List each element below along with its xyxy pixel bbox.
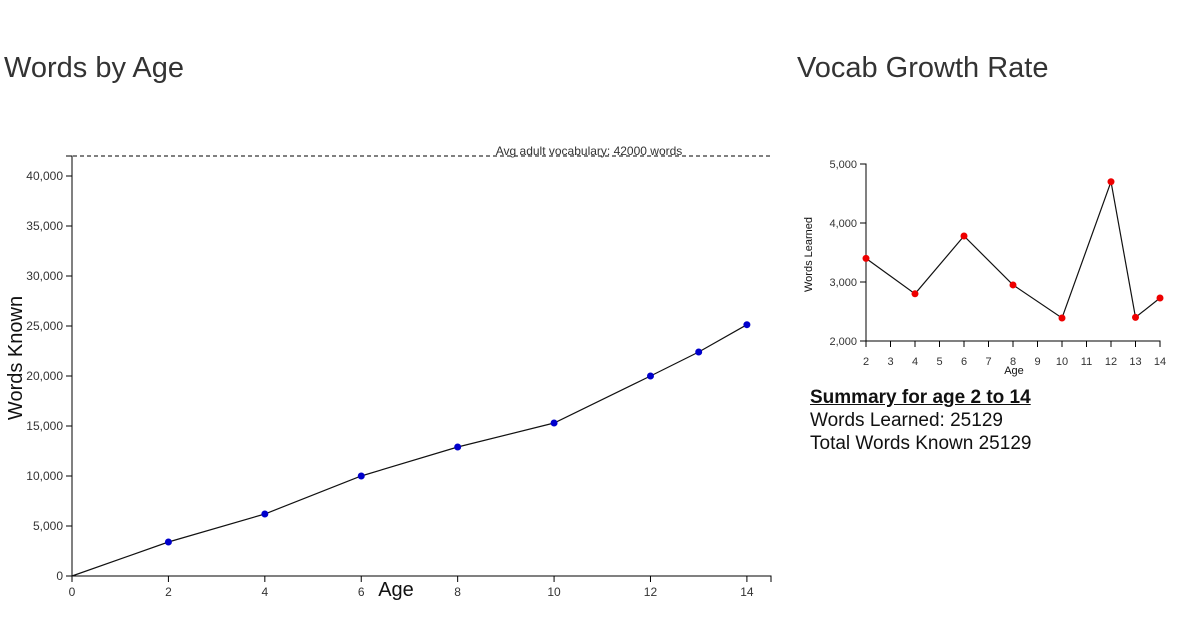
main-y-tick-label: 10,000 bbox=[26, 469, 63, 483]
summary-words-learned: Words Learned: 25129 bbox=[810, 409, 1031, 432]
growth-data-point bbox=[863, 255, 870, 262]
growth-data-point bbox=[912, 290, 919, 297]
main-x-tick-label: 0 bbox=[69, 585, 76, 599]
main-x-tick-label: 12 bbox=[644, 585, 658, 599]
main-x-axis-title: Age bbox=[378, 579, 414, 601]
growth-data-point bbox=[1059, 314, 1066, 321]
growth-x-tick-label: 9 bbox=[1034, 356, 1040, 368]
growth-x-tick-label: 2 bbox=[863, 356, 869, 368]
growth-y-axis-line bbox=[860, 164, 866, 341]
growth-x-tick-label: 12 bbox=[1105, 356, 1117, 368]
growth-x-tick-label: 3 bbox=[887, 356, 893, 368]
growth-series-line bbox=[866, 182, 1160, 318]
main-data-point bbox=[261, 511, 268, 518]
main-chart: 0 5,000 10,000 15,000 20,000 25,000 30,000 35,0… bbox=[0, 0, 790, 624]
growth-x-tick-label: 10 bbox=[1056, 356, 1068, 368]
main-x-tick-label: 14 bbox=[740, 585, 754, 599]
main-y-tick-label: 35,000 bbox=[26, 219, 63, 233]
main-data-point bbox=[551, 420, 558, 427]
growth-data-point bbox=[1108, 178, 1115, 185]
main-data-point bbox=[165, 539, 172, 546]
growth-x-tick-label: 14 bbox=[1154, 356, 1166, 368]
growth-data-point bbox=[1132, 314, 1139, 321]
main-data-point bbox=[743, 321, 750, 328]
growth-y-axis-title: Words Learned bbox=[803, 217, 815, 292]
growth-x-tick-label: 11 bbox=[1081, 356, 1092, 368]
main-x-tick-label: 2 bbox=[165, 585, 172, 599]
growth-data-point bbox=[961, 232, 968, 239]
summary-panel: Summary for age 2 to 14 Words Learned: 2… bbox=[810, 386, 1031, 455]
growth-x-tick-label: 5 bbox=[936, 356, 942, 368]
main-y-tick-label: 5,000 bbox=[33, 519, 63, 533]
main-data-point bbox=[695, 349, 702, 356]
main-x-tick-label: 10 bbox=[547, 585, 561, 599]
main-series-line bbox=[72, 325, 747, 576]
growth-x-axis-title: Age bbox=[1004, 365, 1024, 377]
growth-x-tick-label: 4 bbox=[912, 356, 918, 368]
main-y-tick-label: 30,000 bbox=[26, 269, 63, 283]
growth-data-point bbox=[1157, 294, 1164, 301]
main-x-axis-line bbox=[72, 576, 771, 582]
main-y-tick-label: 40,000 bbox=[26, 169, 63, 183]
main-x-tick-label: 4 bbox=[261, 585, 268, 599]
reference-line-label: Avg adult vocabulary: 42000 words bbox=[496, 144, 683, 158]
growth-y-tick-label: 3,000 bbox=[829, 277, 857, 289]
main-y-tick-label: 25,000 bbox=[26, 319, 63, 333]
growth-x-tick-label: 13 bbox=[1129, 356, 1141, 368]
main-x-tick-label: 6 bbox=[358, 585, 365, 599]
growth-x-tick-label: 7 bbox=[985, 356, 991, 368]
main-x-tick-label: 8 bbox=[454, 585, 461, 599]
growth-y-tick-label: 2,000 bbox=[829, 336, 857, 348]
main-y-axis-title: Words Known bbox=[5, 296, 27, 420]
summary-heading: Summary for age 2 to 14 bbox=[810, 386, 1031, 409]
main-y-tick-label: 15,000 bbox=[26, 419, 63, 433]
main-y-axis-line bbox=[66, 156, 72, 576]
growth-y-tick-label: 5,000 bbox=[829, 159, 857, 171]
main-data-point bbox=[647, 373, 654, 380]
summary-total-known: Total Words Known 25129 bbox=[810, 432, 1031, 455]
main-y-tick-label: 0 bbox=[56, 569, 63, 583]
main-data-point bbox=[358, 473, 365, 480]
growth-x-tick-label: 6 bbox=[961, 356, 967, 368]
main-y-tick-label: 20,000 bbox=[26, 369, 63, 383]
growth-data-point bbox=[1010, 281, 1017, 288]
growth-y-tick-label: 4,000 bbox=[829, 218, 857, 230]
main-data-point bbox=[454, 444, 461, 451]
